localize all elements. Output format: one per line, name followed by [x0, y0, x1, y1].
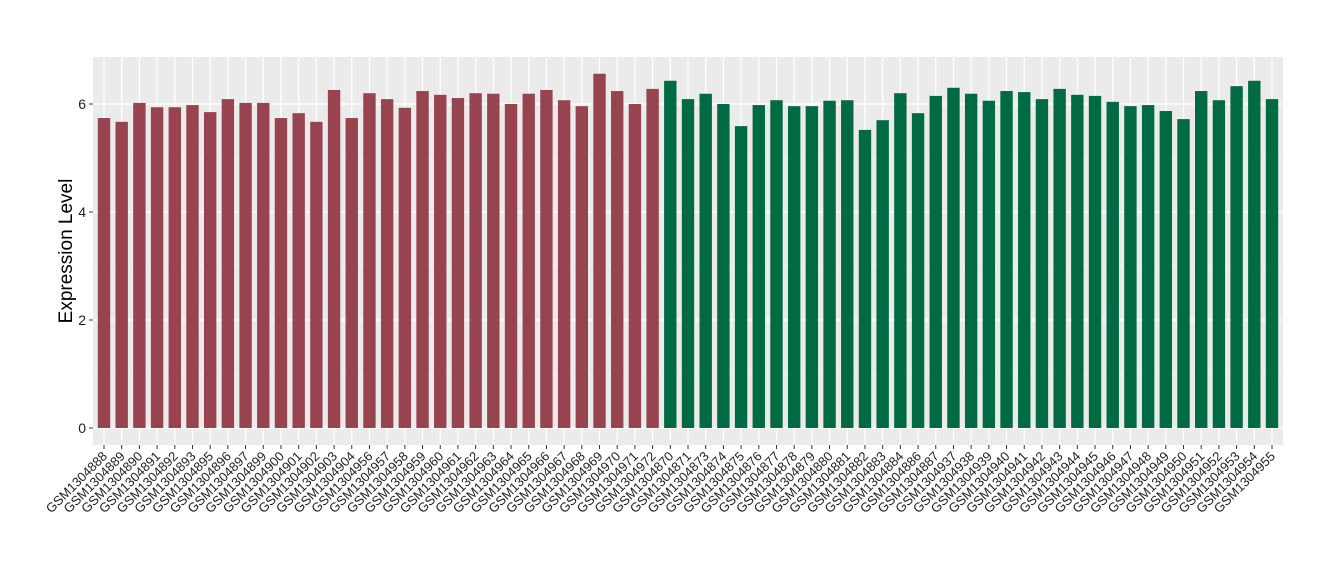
bar-GSM1304875	[734, 126, 748, 428]
bar-GSM1304895	[203, 112, 217, 428]
bar-GSM1304881	[841, 100, 854, 428]
bar-GSM1304963	[487, 93, 500, 429]
bar-GSM1304971	[628, 104, 642, 428]
bar-GSM1304903	[327, 89, 341, 429]
y-tick-label: 0	[78, 420, 86, 436]
bar-GSM1304960	[434, 94, 447, 428]
bar-GSM1304900	[274, 118, 288, 428]
bars	[97, 73, 1279, 429]
bar-GSM1304972	[646, 88, 659, 428]
bar-GSM1304957	[380, 99, 394, 428]
bar-GSM1304882	[858, 129, 872, 429]
bar-GSM1304902	[310, 121, 323, 428]
bar-GSM1304945	[1088, 95, 1102, 429]
bar-GSM1304892	[168, 107, 181, 429]
bar-GSM1304962	[469, 93, 482, 428]
bar-GSM1304961	[451, 98, 465, 428]
bar-GSM1304943	[1053, 88, 1066, 428]
bar-GSM1304948	[1141, 105, 1155, 428]
bar-GSM1304870	[664, 80, 677, 428]
bar-GSM1304939	[982, 100, 996, 428]
bar-GSM1304899	[257, 102, 270, 429]
bar-GSM1304877	[770, 100, 783, 428]
bar-GSM1304896	[221, 99, 235, 428]
bar-GSM1304941	[1018, 92, 1031, 429]
y-axis: 0 2 4 6	[78, 96, 93, 436]
y-tick-label: 4	[78, 204, 86, 220]
bar-GSM1304878	[787, 106, 801, 428]
bar-GSM1304944	[1071, 94, 1084, 428]
bar-GSM1304951	[1195, 91, 1208, 428]
bar-GSM1304937	[947, 87, 960, 429]
bar-GSM1304967	[557, 100, 571, 428]
bar-GSM1304954	[1248, 80, 1261, 428]
bar-GSM1304901	[292, 113, 305, 429]
bar-GSM1304889	[115, 121, 128, 428]
bar-GSM1304938	[964, 93, 978, 429]
y-tick-label: 6	[78, 96, 86, 112]
y-axis-label: Expression Level	[56, 179, 77, 324]
bar-GSM1304964	[504, 104, 518, 428]
bar-GSM1304958	[398, 107, 412, 428]
bar-GSM1304949	[1159, 111, 1173, 429]
bar-GSM1304879	[805, 106, 819, 428]
x-axis: GSM1304888GSM1304889GSM1304890GSM1304891…	[43, 445, 1278, 516]
bar-GSM1304880	[823, 100, 836, 428]
y-tick-label: 2	[78, 312, 86, 328]
bar-GSM1304955	[1265, 99, 1279, 428]
bar-GSM1304883	[876, 120, 889, 428]
bar-GSM1304950	[1177, 119, 1190, 429]
bar-GSM1304884	[894, 93, 907, 428]
bar-GSM1304891	[150, 107, 164, 429]
bar-GSM1304946	[1106, 101, 1119, 428]
bar-GSM1304874	[717, 104, 730, 428]
bar-GSM1304871	[681, 99, 695, 428]
bar-GSM1304952	[1212, 100, 1226, 428]
bar-GSM1304966	[540, 89, 553, 429]
bar-GSM1304965	[522, 93, 535, 429]
bar-GSM1304942	[1035, 99, 1049, 428]
bar-GSM1304956	[363, 93, 376, 428]
bar-GSM1304888	[97, 118, 111, 428]
bar-GSM1304947	[1124, 106, 1137, 428]
bar-GSM1304904	[345, 118, 358, 428]
bar-GSM1304886	[911, 113, 925, 429]
bar-GSM1304887	[929, 95, 942, 429]
bar-GSM1304893	[186, 105, 199, 428]
bar-GSM1304968	[575, 106, 589, 428]
bar-GSM1304969	[593, 73, 606, 428]
bar-GSM1304970	[611, 91, 624, 428]
bar-GSM1304959	[416, 91, 429, 428]
bar-GSM1304890	[133, 102, 146, 429]
bar-GSM1304953	[1230, 86, 1243, 429]
bar-GSM1304940	[1000, 91, 1013, 428]
bar-GSM1304873	[699, 93, 712, 429]
bar-GSM1304876	[752, 105, 765, 428]
bar-GSM1304897	[239, 102, 252, 429]
